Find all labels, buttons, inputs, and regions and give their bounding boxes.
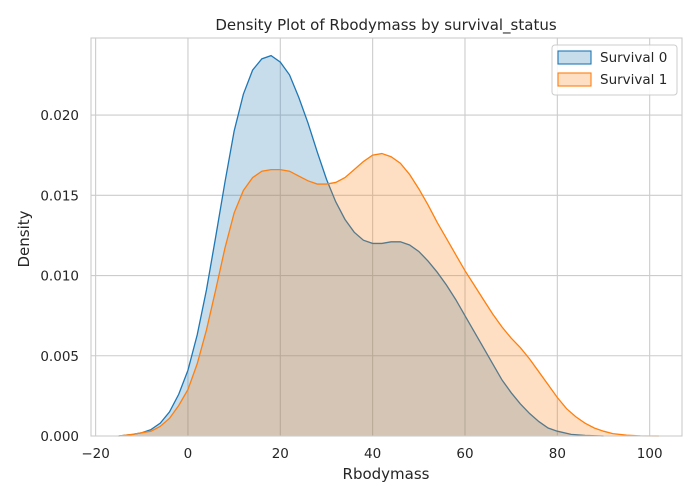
x-tick-label: 60 xyxy=(456,446,473,462)
legend-label-survival-0: Survival 0 xyxy=(600,50,667,66)
legend-swatch-survival-0 xyxy=(557,50,592,65)
legend-swatch-survival-1 xyxy=(557,72,592,87)
x-tick-label: −20 xyxy=(81,446,110,462)
y-tick-label: 0.005 xyxy=(40,349,79,365)
y-tick-label: 0.020 xyxy=(40,108,79,124)
x-axis-ticks: −20 0 20 40 60 80 100 xyxy=(81,446,662,462)
plot-frame xyxy=(90,37,683,437)
legend: Survival 0 Survival 1 xyxy=(551,44,678,96)
x-tick-label: 0 xyxy=(184,446,193,462)
x-tick-label: 40 xyxy=(364,446,381,462)
x-tick-label: 80 xyxy=(549,446,566,462)
chart-title: Density Plot of Rbodymass by survival_st… xyxy=(215,16,556,35)
density-line-survival-0 xyxy=(118,54,604,437)
y-axis-ticks: 0.000 0.005 0.010 0.015 0.020 xyxy=(40,108,79,445)
x-tick-label: 20 xyxy=(272,446,289,462)
y-tick-label: 0.000 xyxy=(40,429,79,445)
y-tick-label: 0.010 xyxy=(40,269,79,285)
y-tick-label: 0.015 xyxy=(40,188,79,204)
y-axis-label: Density xyxy=(15,210,33,267)
density-line-survival-1 xyxy=(118,152,659,437)
x-tick-label: 100 xyxy=(637,446,663,462)
series-layer xyxy=(118,54,659,437)
density-area-survival-0 xyxy=(118,55,604,437)
legend-frame xyxy=(551,44,678,96)
x-axis-label: Rbodymass xyxy=(343,465,430,483)
legend-label-survival-1: Survival 1 xyxy=(600,72,667,88)
density-area-survival-1 xyxy=(118,153,659,437)
